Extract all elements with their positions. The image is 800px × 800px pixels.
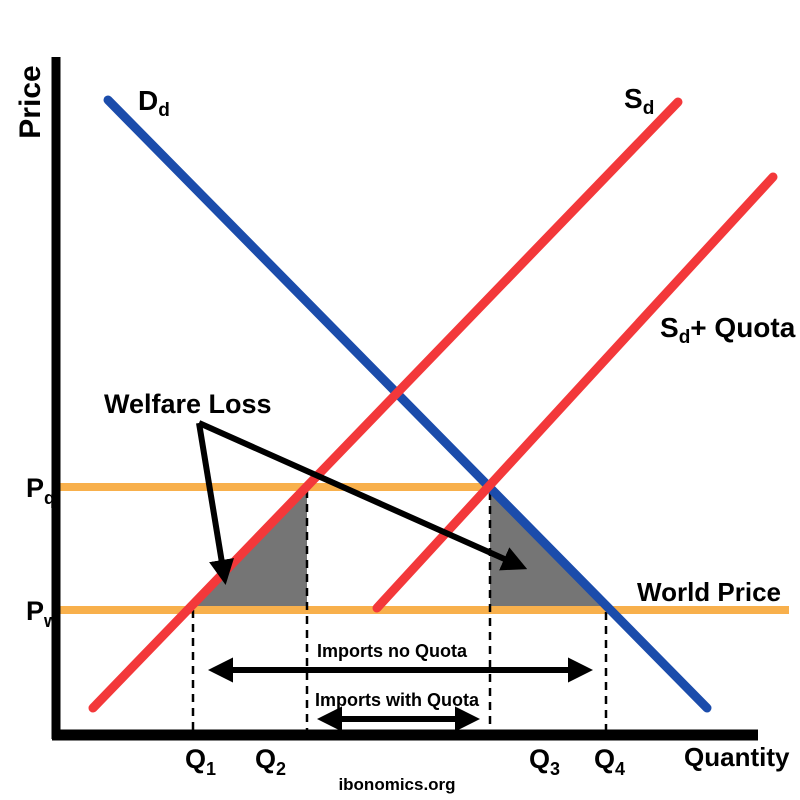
q2-label: Q2 — [255, 744, 286, 779]
q3-label: Q3 — [529, 744, 560, 779]
welfare-loss-arrow-left — [196, 422, 234, 585]
imports-no-quota-label: Imports no Quota — [317, 641, 468, 661]
supply-quota-curve-label: Sd+ Quota — [660, 312, 796, 348]
q1-label: Q1 — [185, 744, 216, 779]
supply-curve-label: Sd — [624, 83, 654, 119]
world-price-label: Pw — [26, 596, 59, 631]
quota-price-label: Pq — [26, 473, 55, 508]
demand-curve-label: Dd — [138, 85, 170, 121]
world-price-annotation: World Price — [637, 577, 781, 607]
supply-quota-curve — [372, 172, 778, 613]
welfare-loss-label: Welfare Loss — [104, 389, 272, 419]
demand-curve — [103, 95, 712, 713]
welfare-loss-arrow-right — [197, 420, 528, 571]
imports-with-quota-label: Imports with Quota — [315, 690, 480, 710]
watermark: ibonomics.org — [338, 775, 455, 794]
q4-label: Q4 — [594, 744, 625, 779]
price-axis-label: Price — [14, 65, 47, 138]
supply-curve — [88, 97, 683, 713]
quantity-axis-label: Quantity — [684, 742, 790, 772]
